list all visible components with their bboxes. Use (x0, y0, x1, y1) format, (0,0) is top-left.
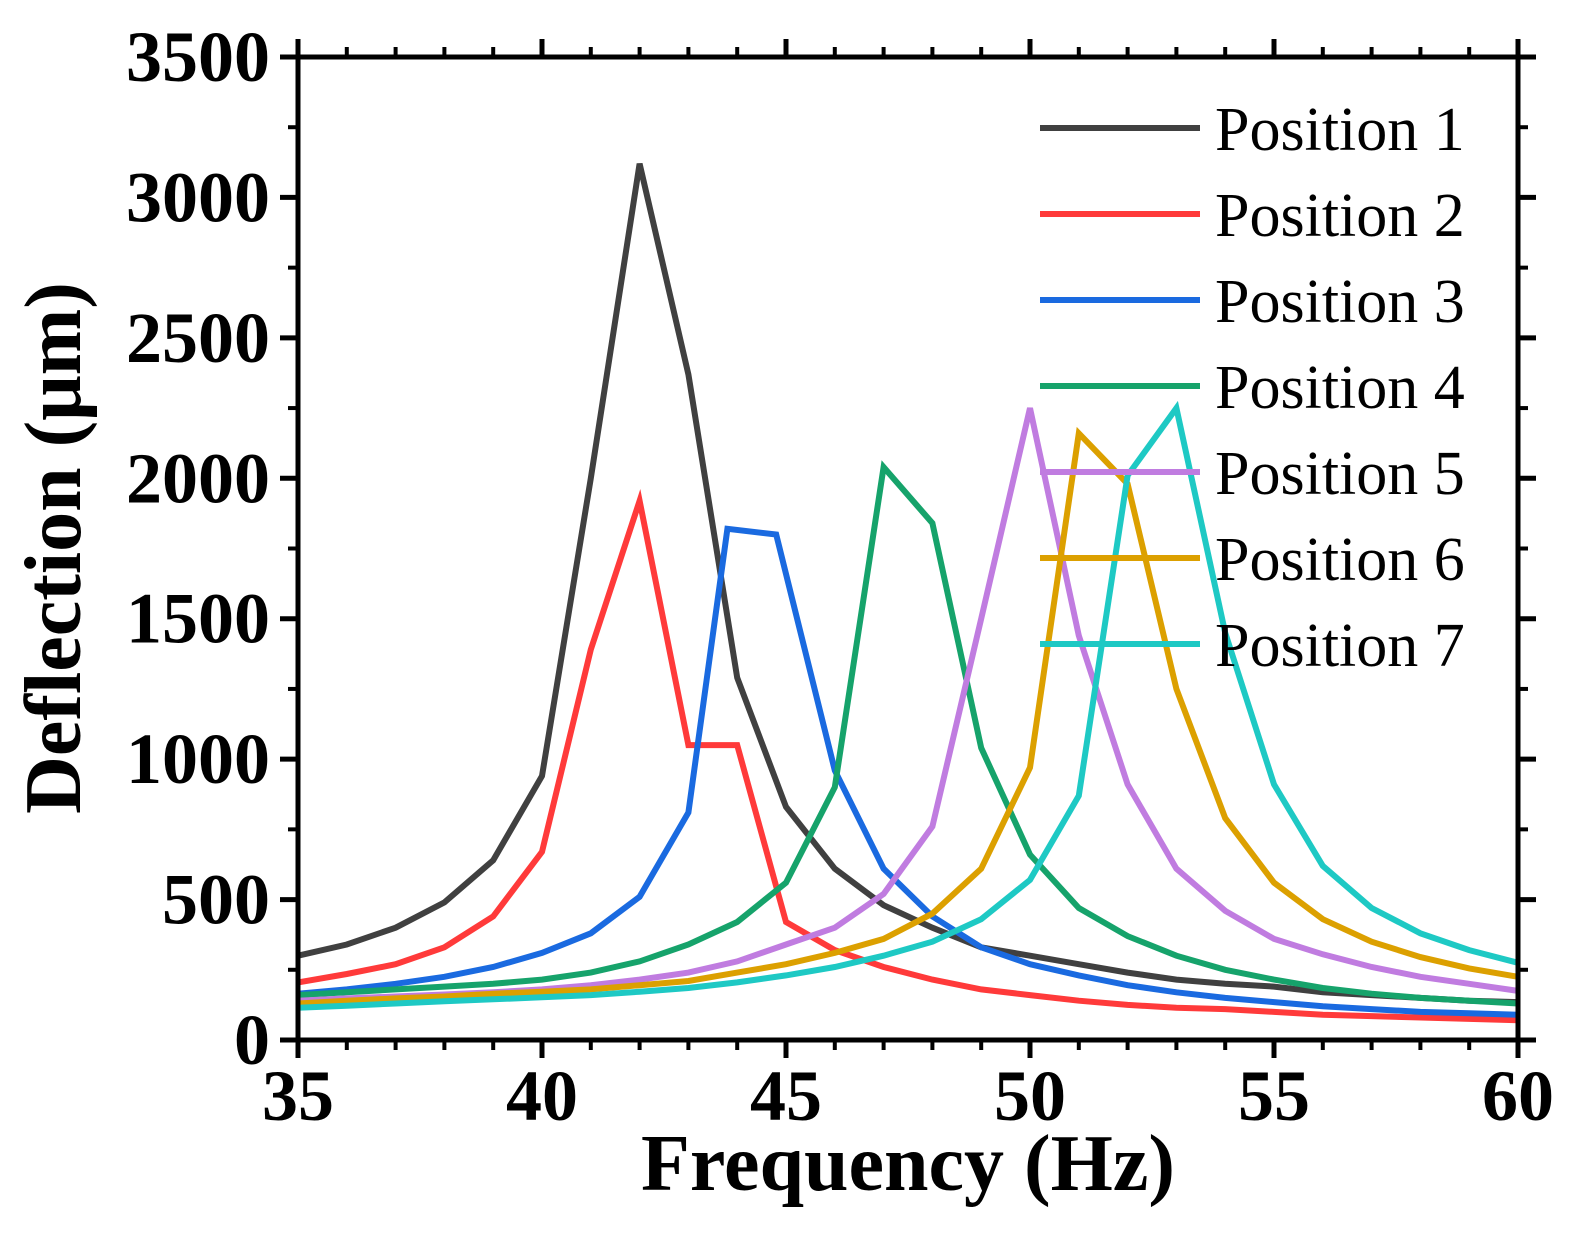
series-line-7 (297, 400, 1519, 1011)
legend-label-2: Position 2 (1215, 182, 1465, 250)
legend-label-6: Position 6 (1215, 526, 1465, 594)
y-tick-label: 2000 (126, 438, 270, 518)
y-tick-label: 2500 (126, 298, 270, 378)
series-lines (297, 163, 1519, 1024)
legend: Position 1 Position 2 Position 3 Position 4… (1040, 96, 1465, 680)
x-tick-label: 35 (262, 1056, 334, 1136)
x-tick-label: 55 (1238, 1056, 1310, 1136)
legend-label-7: Position 7 (1215, 612, 1465, 680)
y-axis-title: Deflection (μm) (10, 282, 98, 814)
series-line-2 (297, 489, 1519, 1024)
series-line-1 (297, 163, 1519, 1006)
axis-ticks: 35 40 45 50 55 60 0 500 1000 1500 2000 2500 3000 3500 (126, 17, 1554, 1136)
x-tick-label: 45 (750, 1056, 822, 1136)
legend-label-1: Position 1 (1215, 96, 1465, 164)
y-tick-label: 500 (162, 860, 270, 940)
y-tick-label: 3000 (126, 157, 270, 237)
x-tick-label: 60 (1482, 1056, 1554, 1136)
legend-label-4: Position 4 (1215, 354, 1465, 422)
series-line-4 (297, 460, 1519, 1007)
x-axis-title: Frequency (Hz) (641, 1120, 1175, 1208)
series-line-6 (297, 426, 1519, 1007)
legend-label-5: Position 5 (1215, 440, 1465, 508)
y-tick-label: 1000 (126, 719, 270, 799)
y-tick-label: 3500 (126, 17, 270, 97)
y-tick-label: 1500 (126, 579, 270, 659)
x-tick-label: 40 (506, 1056, 578, 1136)
x-tick-label: 50 (994, 1056, 1066, 1136)
series-line-3 (297, 525, 1519, 1018)
y-tick-label: 0 (234, 1000, 270, 1080)
legend-label-3: Position 3 (1215, 268, 1465, 336)
